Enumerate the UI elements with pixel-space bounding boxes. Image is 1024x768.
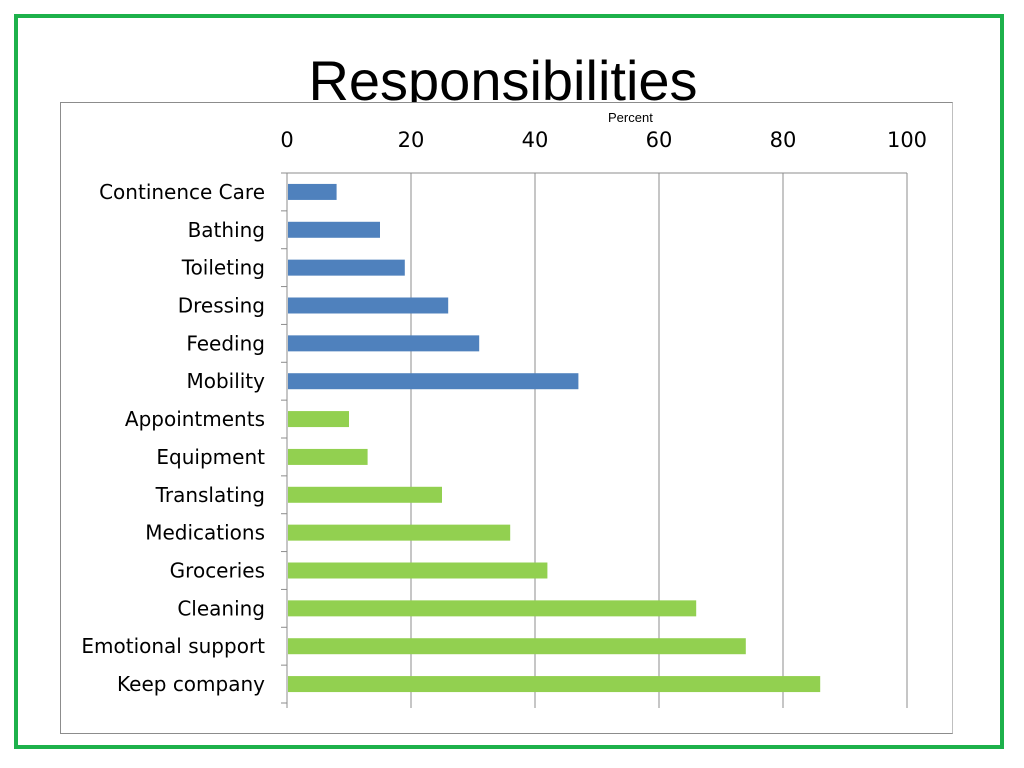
category-label: Toileting — [181, 256, 265, 280]
slide-frame: Responsibilities — [14, 14, 1004, 749]
bar — [288, 411, 349, 428]
bar — [288, 676, 821, 693]
slide-title: Responsibilities — [308, 49, 698, 112]
category-label: Cleaning — [177, 596, 265, 620]
x-tick-label: 20 — [398, 128, 425, 152]
category-label: Groceries — [170, 559, 265, 583]
bar — [288, 373, 579, 390]
category-label: Equipment — [156, 445, 265, 469]
x-axis-label: Percent — [608, 110, 653, 125]
category-label: Dressing — [178, 294, 265, 318]
x-tick-label: 0 — [280, 128, 293, 152]
bar — [288, 448, 368, 465]
category-label: Feeding — [186, 331, 265, 355]
category-label: Translating — [155, 483, 265, 507]
bar — [288, 562, 548, 579]
category-label: Mobility — [186, 369, 265, 393]
bar — [288, 486, 442, 503]
bar — [288, 297, 449, 314]
category-label: Keep company — [117, 672, 265, 696]
bar — [288, 259, 405, 276]
category-label: Emotional support — [81, 634, 265, 658]
category-label: Bathing — [188, 218, 265, 242]
bar-chart: 0 20 40 60 80 100 Continence Care Bathing Toilet… — [81, 128, 927, 708]
x-tick-label: 40 — [522, 128, 549, 152]
bar — [288, 183, 337, 200]
x-tick-label: 80 — [770, 128, 797, 152]
x-tick-label: 100 — [887, 128, 927, 152]
category-label: Appointments — [125, 407, 265, 431]
bar — [288, 638, 746, 655]
bar — [288, 524, 511, 541]
x-tick-label: 60 — [646, 128, 673, 152]
category-label: Medications — [145, 521, 265, 545]
bar — [288, 221, 380, 238]
category-label: Continence Care — [99, 180, 265, 204]
chart-area: 0 20 40 60 80 100 Continence Care Bathing Toilet… — [60, 102, 953, 734]
bar — [288, 335, 480, 352]
bar — [288, 600, 697, 617]
